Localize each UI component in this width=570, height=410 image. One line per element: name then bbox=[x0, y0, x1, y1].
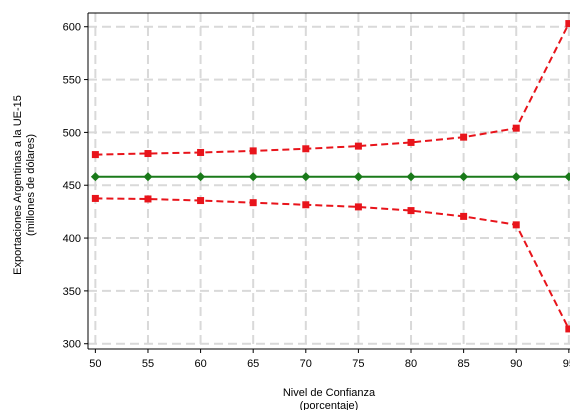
x-axis-subtitle: (porcentaje) bbox=[300, 400, 359, 410]
data-point bbox=[91, 151, 99, 159]
data-point bbox=[565, 20, 570, 28]
data-point bbox=[143, 172, 153, 182]
y-tick-label: 300 bbox=[63, 339, 81, 351]
data-point bbox=[249, 147, 257, 155]
data-point bbox=[512, 221, 520, 229]
data-point bbox=[459, 172, 469, 182]
y-tick-label: 550 bbox=[63, 75, 81, 87]
grid-lines bbox=[88, 13, 570, 349]
x-axis-title: Nivel de Confianza bbox=[283, 387, 376, 399]
data-point bbox=[144, 150, 152, 158]
y-tick-label: 450 bbox=[63, 180, 81, 192]
x-tick-label: 95 bbox=[563, 358, 570, 370]
x-tick-label: 70 bbox=[300, 358, 312, 370]
data-point bbox=[196, 172, 206, 182]
x-tick-label: 90 bbox=[510, 358, 522, 370]
series-2 bbox=[90, 172, 570, 182]
data-point bbox=[460, 133, 468, 141]
data-point bbox=[354, 142, 362, 150]
y-axis-subtitle: (millones de dólares) bbox=[25, 134, 37, 236]
y-tick-label: 500 bbox=[63, 127, 81, 139]
data-point bbox=[91, 194, 99, 202]
data-point bbox=[512, 124, 520, 132]
data-point bbox=[407, 207, 415, 215]
x-tick-label: 50 bbox=[89, 358, 101, 370]
x-tick-label: 80 bbox=[405, 358, 417, 370]
data-point bbox=[302, 201, 310, 209]
data-point bbox=[406, 172, 416, 182]
data-point bbox=[248, 172, 258, 182]
x-tick-label: 75 bbox=[352, 358, 364, 370]
x-tick-label: 65 bbox=[247, 358, 259, 370]
series-line bbox=[95, 23, 570, 156]
x-tick-label: 55 bbox=[142, 358, 154, 370]
data-point bbox=[565, 325, 570, 333]
data-point bbox=[144, 195, 152, 203]
series-1 bbox=[91, 20, 570, 159]
tick-labels: 50 55 60 65 70 75 80 85 90 95 300 350 400 450 500 550 60… bbox=[63, 22, 570, 370]
y-tick-label: 400 bbox=[63, 233, 81, 245]
data-point bbox=[249, 199, 257, 207]
series-3 bbox=[91, 194, 570, 333]
data-point bbox=[511, 172, 521, 182]
axes bbox=[84, 12, 570, 353]
data-point bbox=[407, 138, 415, 146]
y-tick-label: 350 bbox=[63, 286, 81, 298]
data-point bbox=[460, 212, 468, 220]
data-point bbox=[301, 172, 311, 182]
data-point bbox=[354, 203, 362, 211]
y-tick-label: 600 bbox=[63, 22, 81, 34]
x-tick-label: 85 bbox=[458, 358, 470, 370]
data-point bbox=[302, 145, 310, 153]
series-layer bbox=[90, 20, 570, 333]
data-point bbox=[353, 172, 363, 182]
y-axis-title: Exportaciones Argentinas a la UE-15 bbox=[12, 95, 24, 275]
data-point bbox=[197, 148, 205, 156]
data-point bbox=[564, 172, 570, 182]
x-tick-label: 60 bbox=[194, 358, 206, 370]
data-point bbox=[197, 197, 205, 205]
series-line bbox=[95, 197, 570, 330]
data-point bbox=[90, 172, 100, 182]
